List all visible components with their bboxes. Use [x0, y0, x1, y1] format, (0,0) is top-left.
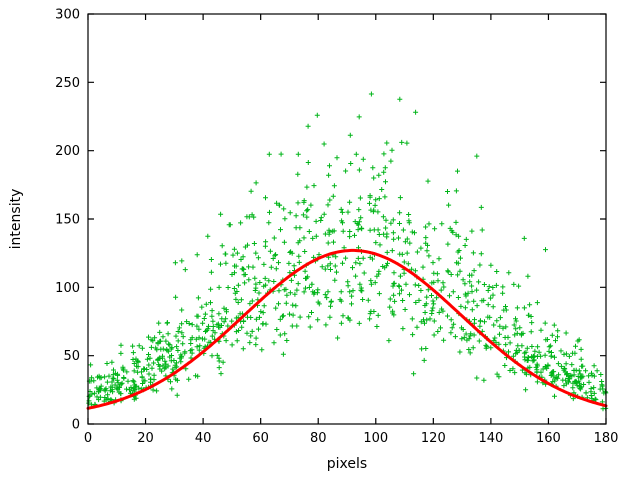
y-tick-label: 50: [63, 349, 80, 364]
x-tick-label: 180: [594, 431, 619, 446]
y-axis-label: intensity: [8, 189, 24, 250]
x-tick-label: 160: [536, 431, 561, 446]
y-tick-label: 250: [55, 76, 80, 91]
y-tick-label: 200: [55, 144, 80, 159]
scatter-points: [86, 91, 609, 412]
y-tick-label: 300: [55, 8, 80, 23]
y-tick-label: 0: [72, 418, 80, 433]
x-tick-label: 120: [421, 431, 446, 446]
x-tick-label: 140: [478, 431, 503, 446]
y-tick-label: 150: [55, 213, 80, 228]
y-tick-label: 100: [55, 281, 80, 296]
x-tick-label: 20: [137, 431, 154, 446]
x-tick-label: 60: [252, 431, 269, 446]
x-tick-label: 80: [310, 431, 327, 446]
fit-curve: [86, 248, 608, 410]
x-tick-label: 40: [195, 431, 212, 446]
y-ticks: [88, 13, 606, 425]
x-axis-label: pixels: [327, 456, 367, 472]
x-tick-label: 0: [84, 431, 92, 446]
x-tick-label: 100: [363, 431, 388, 446]
x-ticks: [87, 14, 607, 424]
